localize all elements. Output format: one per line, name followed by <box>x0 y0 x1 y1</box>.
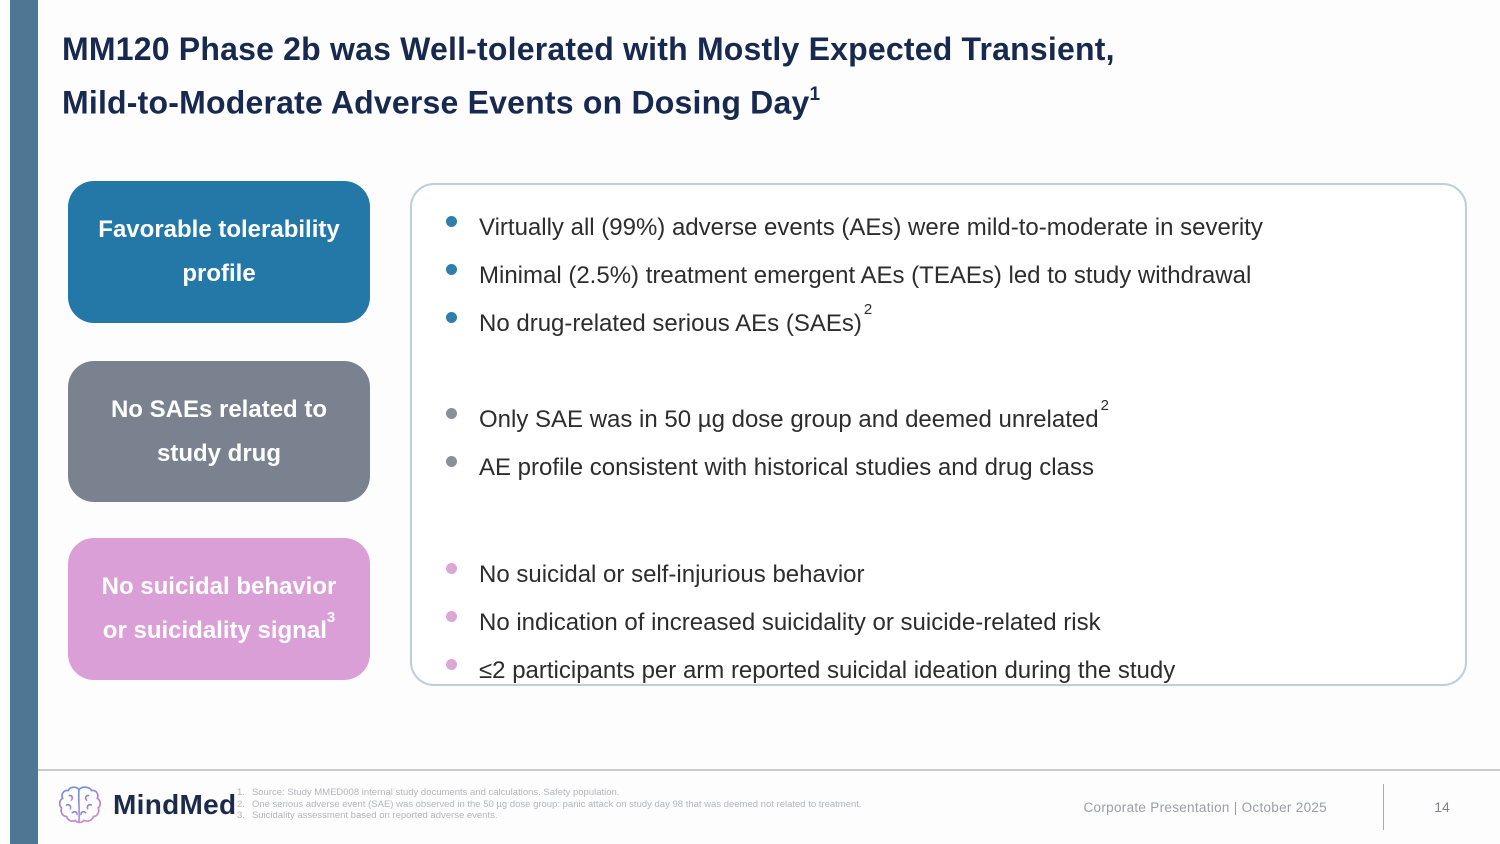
bullet-text: AE profile consistent with historical st… <box>479 454 1094 481</box>
bullet-icon <box>446 216 457 227</box>
footnote: 2. One serious adverse event (SAE) was ob… <box>237 798 862 810</box>
bullet-text: ≤2 participants per arm reported suicida… <box>479 657 1176 684</box>
bullet-text: No drug-related serious AEs (SAEs)2 <box>479 301 873 337</box>
details-panel: Virtually all (99%) adverse events (AEs)… <box>410 183 1467 686</box>
callout-no-saes: No SAEs related to study drug <box>68 361 370 502</box>
callout-favorable-tolerability: Favorable tolerability profile <box>68 181 370 323</box>
footer-vertical-divider <box>1383 784 1384 830</box>
list-item: No indication of increased suicidality o… <box>446 600 1449 639</box>
list-item: Only SAE was in 50 µg dose group and dee… <box>446 397 1449 436</box>
bullet-icon <box>446 456 457 467</box>
list-item: AE profile consistent with historical st… <box>446 445 1449 484</box>
bullet-icon <box>446 408 457 419</box>
left-accent-bar <box>10 0 38 844</box>
footnote: 1. Source: Study MMED008 internal study d… <box>237 787 620 798</box>
bullet-icon <box>446 312 457 323</box>
bullet-icon <box>446 611 457 622</box>
bullet-text: Minimal (2.5%) treatment emergent AEs (T… <box>479 262 1252 289</box>
list-item: No drug-related serious AEs (SAEs)2 <box>446 301 1449 340</box>
bullet-text: No suicidal or self-injurious behavior <box>479 561 865 588</box>
mindmed-logo: MindMed <box>55 782 236 828</box>
footer-divider <box>38 769 1500 771</box>
list-item: Minimal (2.5%) treatment emergent AEs (T… <box>446 253 1449 292</box>
slide-title-line1: MM120 Phase 2b was Well-tolerated with M… <box>62 31 1115 67</box>
brand-wordmark: MindMed <box>113 789 237 820</box>
bullet-text: Only SAE was in 50 µg dose group and dee… <box>479 397 1109 433</box>
slide-title-line2: Mild-to-Moderate Adverse Events on Dosin… <box>62 84 810 121</box>
brain-icon <box>58 786 102 824</box>
bullet-icon <box>446 659 457 670</box>
bullet-text: Virtually all (99%) adverse events (AEs)… <box>479 214 1263 241</box>
footer-right: Corporate Presentation | October 2025 14 <box>1084 771 1500 843</box>
page-number: 14 <box>1434 799 1450 815</box>
list-item: No suicidal or self-injurious behavior <box>446 552 1449 591</box>
bullet-icon <box>446 264 457 275</box>
slide-title-footnote-ref: 1 <box>809 84 821 105</box>
slide-title: MM120 Phase 2b was Well-tolerated with M… <box>62 26 1482 127</box>
bullet-group-suicidality: No suicidal or self-injurious behavior N… <box>446 552 1449 696</box>
bullet-text: No indication of increased suicidality o… <box>479 609 1101 636</box>
presentation-label: Corporate Presentation | October 2025 <box>1083 799 1327 815</box>
footnotes: 1. Source: Study MMED008 internal study d… <box>237 787 862 822</box>
list-item: ≤2 participants per arm reported suicida… <box>446 648 1449 687</box>
list-item: Virtually all (99%) adverse events (AEs)… <box>446 205 1449 244</box>
bullet-group-tolerability: Virtually all (99%) adverse events (AEs)… <box>446 205 1449 349</box>
footnote: 3. Suicidality assessment based on report… <box>237 810 498 821</box>
callout-label: Favorable tolerability profile <box>98 216 340 287</box>
callout-label: No suicidal behavior or suicidality sign… <box>101 573 337 644</box>
bullet-icon <box>446 563 457 574</box>
callout-no-suicidality: No suicidal behavior or suicidality sign… <box>68 538 370 680</box>
bullet-group-saes: Only SAE was in 50 µg dose group and dee… <box>446 397 1449 493</box>
callout-label: No SAEs related to study drug <box>110 395 328 467</box>
